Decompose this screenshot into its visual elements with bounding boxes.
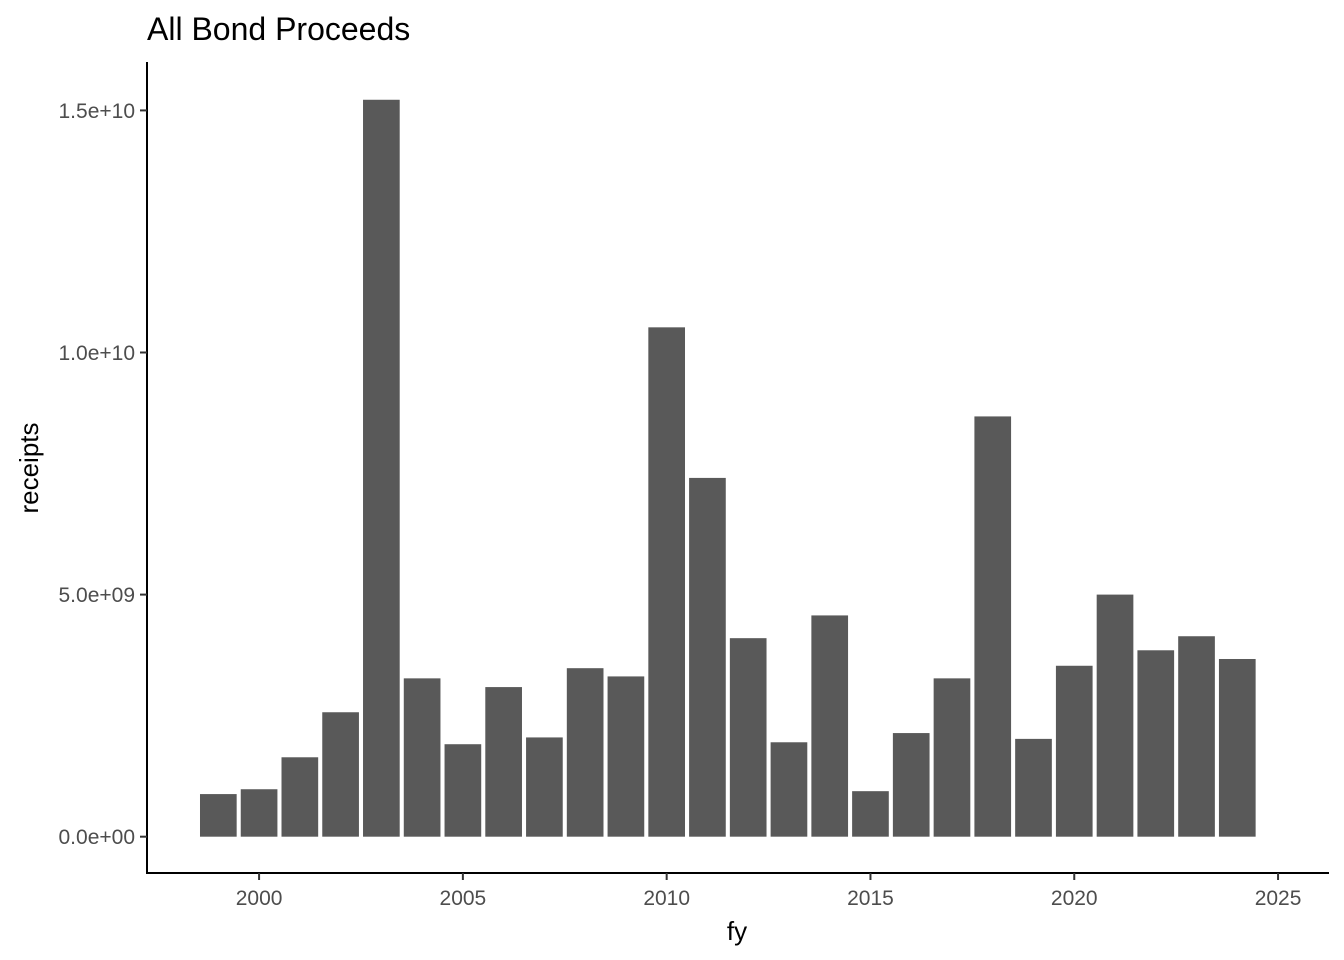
x-axis-ticks: 2000 2005 2010 2015 2020 2025 xyxy=(236,873,1302,910)
x-tick-label: 2005 xyxy=(440,887,487,910)
bar-2006 xyxy=(485,687,522,837)
x-tick-label: 2000 xyxy=(236,887,283,910)
x-tick-label: 2010 xyxy=(643,887,690,910)
bar-2014 xyxy=(811,615,849,837)
bar-2024 xyxy=(1218,658,1256,837)
bar-2016 xyxy=(892,733,930,837)
bar-2023 xyxy=(1178,636,1215,837)
y-tick-label: 1.0e+10 xyxy=(59,342,136,365)
bar-2007 xyxy=(526,737,563,837)
bar-2002 xyxy=(322,712,359,837)
bar-2015 xyxy=(852,791,889,837)
y-axis-ticks: 0.0e+00 5.0e+09 1.0e+10 1.5e+10 xyxy=(59,100,147,849)
chart-title: All Bond Proceeds xyxy=(147,11,410,47)
bar-2005 xyxy=(444,744,482,837)
y-tick-label: 1.5e+10 xyxy=(59,100,136,123)
x-tick-label: 2025 xyxy=(1255,887,1302,910)
x-tick-label: 2015 xyxy=(847,887,894,910)
bar-2019 xyxy=(1015,738,1052,837)
bar-2000 xyxy=(240,789,278,837)
bars-group xyxy=(199,99,1256,837)
y-axis-title: receipts xyxy=(14,422,44,513)
bar-2017 xyxy=(933,678,971,837)
bar-2020 xyxy=(1055,665,1093,837)
x-tick-label: 2020 xyxy=(1051,887,1098,910)
bar-2001 xyxy=(281,757,319,837)
bar-2013 xyxy=(770,742,808,837)
bar-2008 xyxy=(566,668,604,837)
bar-2009 xyxy=(607,676,645,837)
x-axis-title: fy xyxy=(727,916,747,946)
bar-1999 xyxy=(199,794,237,837)
bar-2004 xyxy=(403,678,441,837)
y-tick-label: 5.0e+09 xyxy=(59,584,136,607)
bar-2010 xyxy=(648,327,686,837)
y-tick-label: 0.0e+00 xyxy=(59,826,136,849)
bar-2011 xyxy=(689,477,726,837)
bar-2003 xyxy=(363,99,400,837)
bar-2018 xyxy=(974,416,1012,837)
bar-2021 xyxy=(1096,594,1134,837)
bar-2012 xyxy=(729,638,767,837)
bar-2022 xyxy=(1137,650,1175,837)
